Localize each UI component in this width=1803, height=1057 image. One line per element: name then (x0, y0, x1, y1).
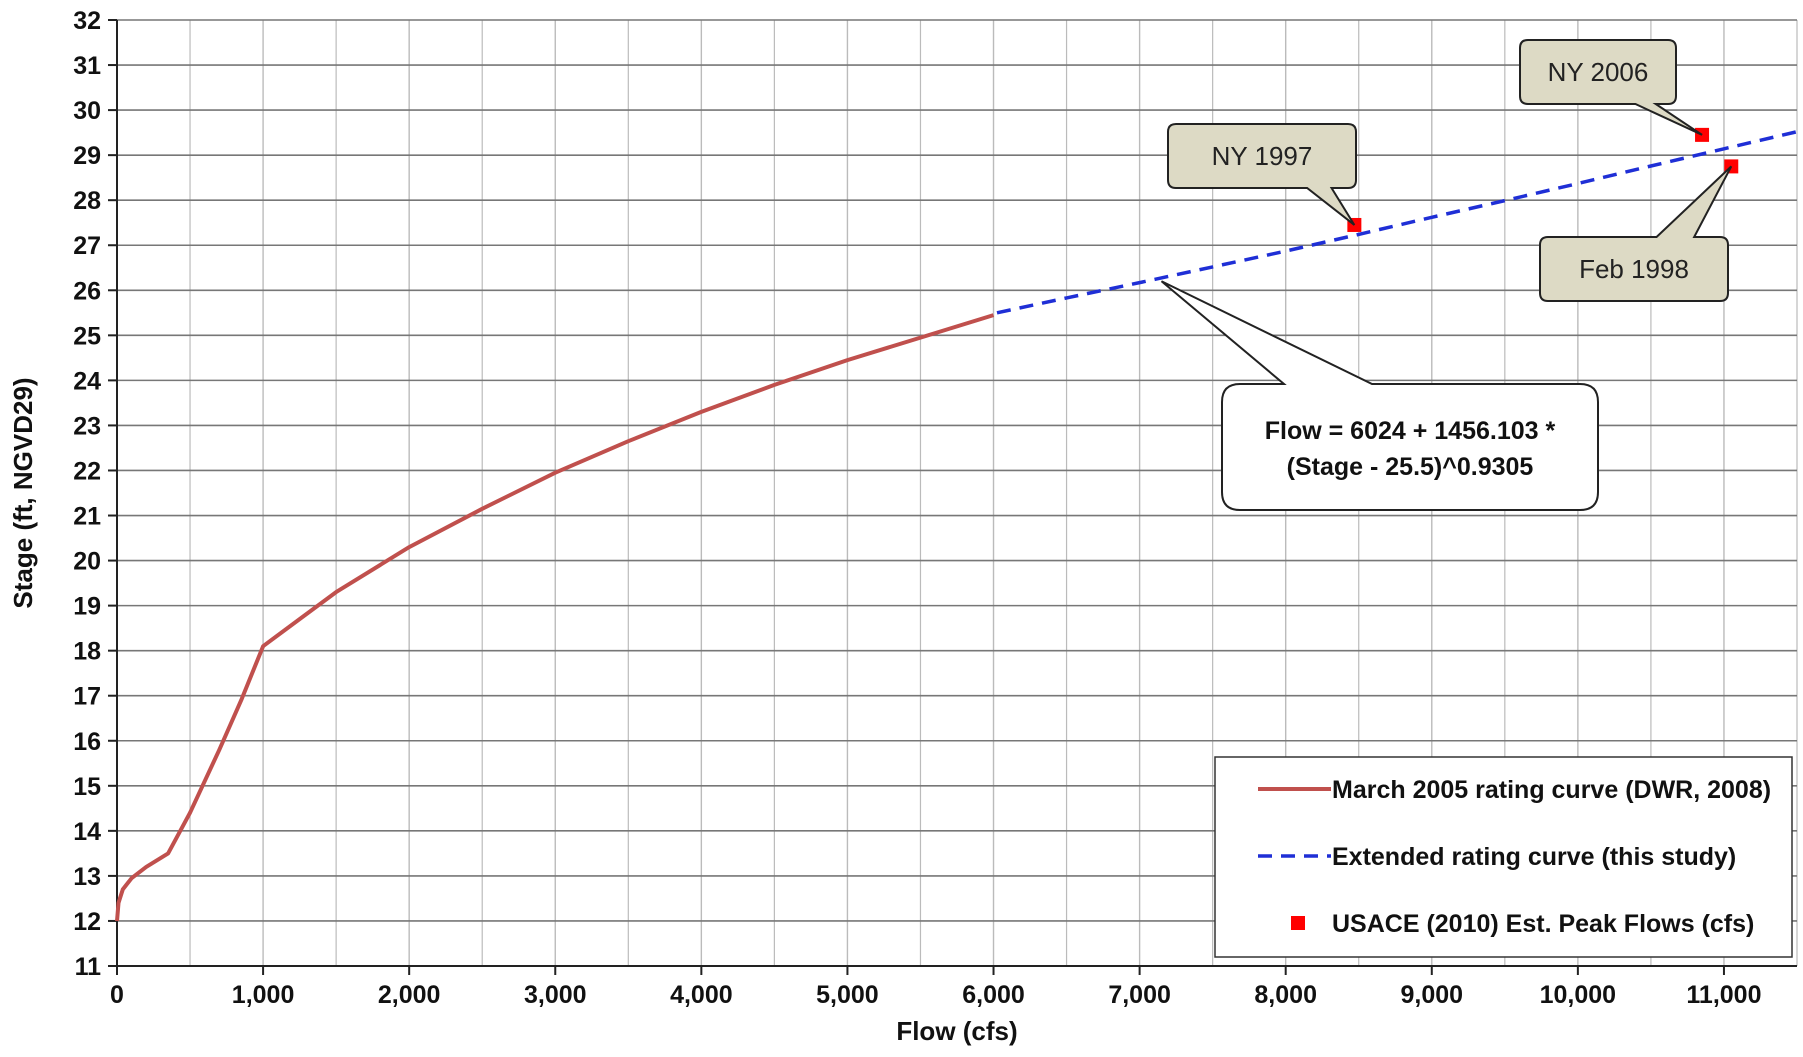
x-axis-title: Flow (cfs) (896, 1016, 1017, 1046)
x-tick-label: 0 (110, 981, 124, 1009)
x-tick-label: 2,000 (378, 981, 441, 1009)
legend-swatch-marker (1291, 916, 1305, 930)
legend: March 2005 rating curve (DWR, 2008) Exten… (1214, 756, 1793, 958)
y-tick-label: 14 (73, 818, 101, 846)
x-tick-label: 3,000 (524, 981, 587, 1009)
rating-curve-line (115, 313, 995, 922)
y-tick-label: 12 (73, 908, 101, 936)
y-tick-label: 17 (73, 683, 101, 711)
axes: 11 12 13 14 15 16 17 18 19 20 21 22 23 24 25 26 27 28 29 30… (73, 7, 1797, 1009)
y-tick-label: 26 (73, 277, 101, 305)
formula-callout-box (1160, 280, 1599, 511)
point-callout-box (1539, 165, 1733, 302)
x-tick-label: 6,000 (962, 981, 1025, 1009)
x-tick-label: 1,000 (232, 981, 295, 1009)
y-tick-label: 23 (73, 412, 101, 440)
y-tick-label: 28 (73, 187, 101, 215)
x-tick-label: 5,000 (816, 981, 879, 1009)
point-callout-label: NY 1997 (1212, 141, 1313, 171)
y-tick-label: 30 (73, 97, 101, 125)
point-callout-label: Feb 1998 (1579, 254, 1689, 284)
x-tick-label: 10,000 (1540, 981, 1616, 1009)
y-tick-label: 11 (75, 953, 102, 981)
x-tick-label: 4,000 (670, 981, 733, 1009)
x-tick-label: 9,000 (1401, 981, 1464, 1009)
y-tick-label: 25 (73, 322, 101, 350)
x-tick-label: 11,000 (1686, 981, 1761, 1009)
legend-label: USACE (2010) Est. Peak Flows (cfs) (1332, 910, 1754, 938)
point-callout-box (1167, 123, 1357, 226)
y-tick-label: 27 (73, 232, 101, 260)
y-tick-label: 20 (73, 548, 101, 576)
formula-line-1: Flow = 6024 + 1456.103 * (1265, 417, 1556, 445)
y-tick-label: 22 (73, 457, 101, 485)
legend-label: Extended rating curve (this study) (1332, 843, 1736, 871)
point-callout-label: NY 2006 (1548, 57, 1649, 87)
y-tick-label: 13 (73, 863, 101, 891)
legend-label: March 2005 rating curve (DWR, 2008) (1332, 776, 1771, 804)
point-callout-box (1519, 39, 1703, 136)
callouts: NY 1997 NY 2006 Feb 1998 Flow = 6024 + 1456… (1160, 39, 1733, 511)
y-tick-label: 31 (73, 52, 101, 80)
x-tick-label: 7,000 (1108, 981, 1171, 1009)
y-tick-label: 15 (73, 773, 101, 801)
y-tick-label: 16 (73, 728, 101, 756)
y-tick-label: 29 (73, 142, 101, 170)
y-tick-label: 18 (73, 638, 101, 666)
y-tick-label: 19 (73, 593, 101, 621)
formula-line-2: (Stage - 25.5)^0.9305 (1287, 453, 1534, 481)
y-tick-label: 24 (73, 367, 101, 395)
y-tick-label: 21 (73, 503, 101, 531)
y-tick-label: 32 (73, 7, 101, 35)
x-tick-label: 8,000 (1254, 981, 1317, 1009)
y-axis-title: Stage (ft, NGVD29) (8, 377, 38, 608)
